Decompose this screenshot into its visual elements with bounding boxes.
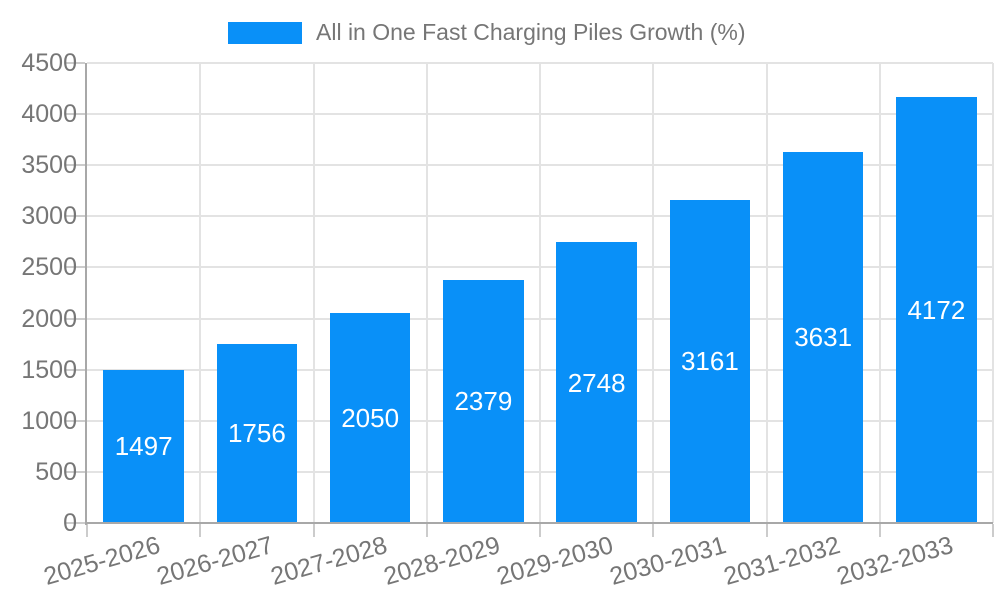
y-tick-3500	[66, 164, 85, 167]
x-tick-label: 2028-2029	[380, 531, 504, 591]
legend-label: All in One Fast Charging Piles Growth (%…	[316, 19, 746, 45]
bar-value-label: 3161	[680, 346, 739, 377]
bars-layer: 1497 1756 2050 2379 2748 3161 3631 4172	[87, 63, 993, 523]
x-tick-label: 2031-2032	[720, 531, 843, 591]
x-tick-7	[878, 524, 881, 537]
bar-2028-2029: 2379	[443, 279, 524, 523]
bar-2025-2026: 1497	[103, 369, 184, 523]
bar-2026-2027: 1756	[216, 343, 298, 523]
y-tick-label: 0	[63, 509, 77, 537]
gridline-x-8	[992, 63, 994, 523]
x-tick-label: 2027-2028	[267, 531, 390, 591]
y-tick-4000	[66, 113, 85, 116]
y-tick-label: 3000	[21, 202, 77, 231]
gridline-x-3	[425, 63, 428, 523]
plot-area: 1497 1756 2050 2379 2748 3161 3631 4172	[87, 62, 994, 523]
y-tick-1500	[66, 368, 85, 371]
bar-2031-2032: 3631	[782, 151, 864, 523]
y-tick-label: 2500	[21, 253, 77, 282]
gridline-x-7	[878, 63, 881, 523]
y-tick-label: 2000	[21, 304, 77, 333]
y-tick-500	[66, 470, 85, 473]
bar-value-label: 2379	[454, 386, 513, 417]
bar-2027-2028: 2050	[329, 313, 411, 523]
bar-value-label: 1497	[114, 431, 173, 462]
x-tick-4	[539, 524, 541, 537]
x-tick-2	[312, 524, 315, 537]
x-tick-label: 2032-2033	[833, 531, 957, 591]
x-tick-0	[86, 524, 88, 537]
gridline-x-5	[652, 63, 655, 523]
y-axis-line	[85, 63, 87, 525]
gridline-x-4	[539, 63, 541, 523]
x-tick-5	[652, 524, 655, 537]
bar-2029-2030: 2748	[556, 242, 637, 523]
y-tick-0	[66, 522, 85, 524]
y-tick-label: 1500	[21, 355, 77, 384]
y-tick-4500	[66, 62, 85, 64]
y-tick-label: 1000	[21, 406, 77, 435]
y-tick-label: 4000	[21, 100, 77, 129]
gridline-x-2	[312, 63, 315, 523]
bar-value-label: 3631	[794, 322, 853, 353]
y-tick-2500	[66, 266, 85, 269]
bar-value-label: 1756	[227, 418, 286, 449]
x-tick-1	[199, 524, 202, 537]
y-tick-label: 3500	[21, 151, 77, 180]
x-tick-label: 2025-2026	[40, 531, 164, 591]
gridline-x-1	[199, 63, 202, 523]
bar-2032-2033: 4172	[896, 96, 977, 523]
x-tick-label: 2030-2031	[606, 531, 730, 591]
bar-value-label: 4172	[907, 294, 966, 325]
x-tick-8	[992, 524, 994, 537]
x-tick-3	[425, 524, 428, 537]
x-tick-label: 2026-2027	[153, 531, 277, 591]
grid-layer	[87, 62, 994, 523]
y-tick-1000	[66, 419, 85, 422]
x-tick-6	[765, 524, 768, 537]
chart-legend: All in One Fast Charging Piles Growth (%…	[228, 21, 746, 44]
y-tick-label: 4500	[21, 49, 77, 77]
y-tick-2000	[66, 317, 85, 320]
legend-swatch	[228, 21, 302, 44]
gridline-x-6	[765, 63, 768, 523]
x-axis-line	[85, 522, 993, 524]
y-tick-3000	[66, 215, 85, 218]
bar-2030-2031: 3161	[669, 199, 751, 523]
x-tick-label: 2029-2030	[493, 531, 617, 591]
y-tick-label: 500	[35, 457, 77, 486]
bar-value-label: 2050	[341, 403, 400, 434]
bar-value-label: 2748	[567, 367, 626, 398]
